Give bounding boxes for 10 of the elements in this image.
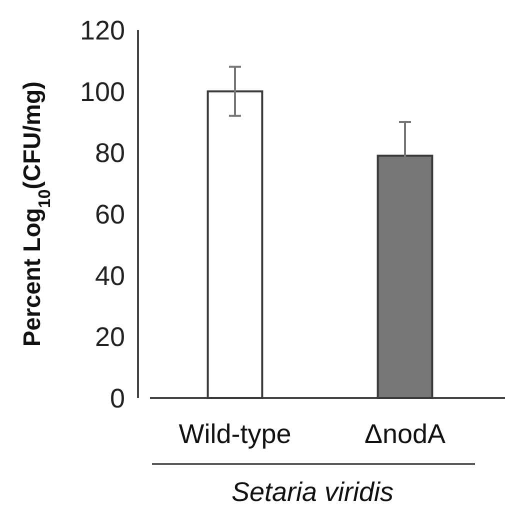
y-tick-label: 120	[80, 15, 125, 46]
x-tick-label: Wild-type	[178, 419, 292, 449]
y-tick-label: 20	[94, 322, 125, 352]
y-tick-label: 0	[110, 383, 125, 414]
y-tick-label: 80	[94, 138, 125, 168]
x-axis-title: Setaria viridis	[231, 477, 394, 507]
y-tick-label: 100	[80, 76, 125, 107]
x-tick-label: ΔnodA	[364, 419, 446, 449]
y-tick-label: 60	[94, 199, 125, 230]
y-tick-label: 40	[94, 260, 125, 291]
